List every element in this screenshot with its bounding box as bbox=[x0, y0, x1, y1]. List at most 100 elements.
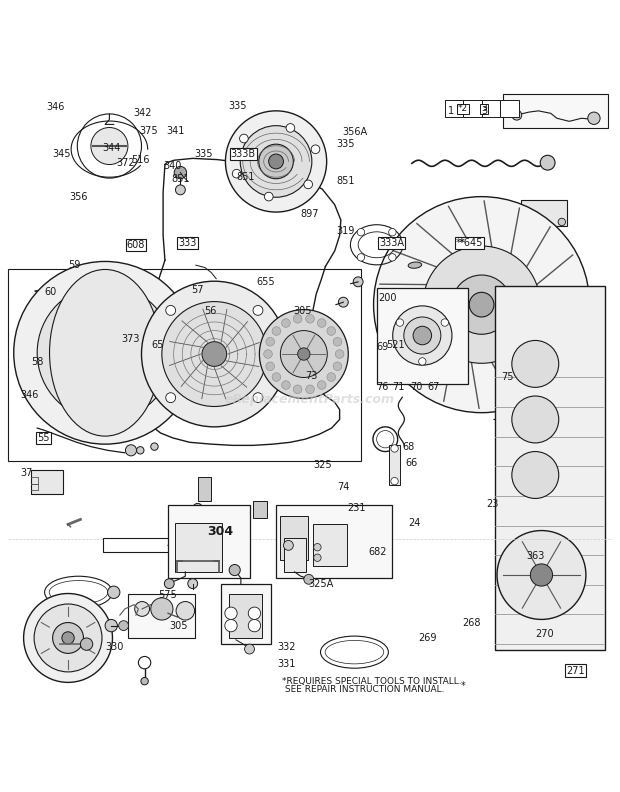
Text: 69: 69 bbox=[377, 341, 389, 352]
Bar bbox=[445, 100, 463, 117]
Circle shape bbox=[164, 579, 174, 588]
Circle shape bbox=[333, 337, 342, 346]
Circle shape bbox=[91, 128, 128, 165]
Text: 373: 373 bbox=[122, 333, 140, 344]
Bar bbox=[198, 478, 211, 501]
Circle shape bbox=[24, 593, 112, 683]
Text: 65: 65 bbox=[151, 340, 164, 350]
Text: * 645: * 645 bbox=[456, 238, 482, 248]
Text: 37: 37 bbox=[20, 468, 32, 478]
Text: 335: 335 bbox=[228, 101, 246, 111]
Text: 851: 851 bbox=[236, 172, 254, 182]
Circle shape bbox=[392, 306, 452, 365]
Text: 655: 655 bbox=[256, 277, 275, 287]
Circle shape bbox=[45, 352, 55, 363]
Circle shape bbox=[512, 451, 559, 498]
Text: 375: 375 bbox=[139, 126, 157, 135]
Text: 682: 682 bbox=[369, 546, 387, 557]
Circle shape bbox=[333, 362, 342, 371]
Circle shape bbox=[244, 644, 254, 654]
Circle shape bbox=[141, 281, 287, 427]
Circle shape bbox=[396, 319, 404, 326]
Circle shape bbox=[423, 246, 540, 364]
Circle shape bbox=[497, 531, 586, 619]
Text: 70: 70 bbox=[410, 383, 422, 392]
Circle shape bbox=[135, 602, 149, 616]
Text: 333: 333 bbox=[179, 238, 197, 248]
Circle shape bbox=[413, 326, 432, 345]
Circle shape bbox=[34, 604, 102, 672]
Circle shape bbox=[304, 180, 312, 188]
Bar bbox=[280, 516, 308, 560]
Text: 66: 66 bbox=[405, 458, 418, 467]
Text: 345: 345 bbox=[53, 149, 71, 159]
Text: 356: 356 bbox=[69, 192, 88, 202]
Text: 325: 325 bbox=[313, 460, 332, 470]
Text: 335: 335 bbox=[195, 149, 213, 159]
Text: 332: 332 bbox=[277, 642, 296, 652]
Circle shape bbox=[286, 124, 294, 132]
Circle shape bbox=[248, 607, 260, 619]
Circle shape bbox=[314, 543, 321, 551]
Text: 1: 1 bbox=[448, 106, 454, 116]
Text: 897: 897 bbox=[301, 209, 319, 219]
Text: 319: 319 bbox=[337, 226, 355, 235]
Text: *: * bbox=[458, 238, 464, 248]
Text: 200: 200 bbox=[378, 294, 396, 303]
Bar bbox=[500, 100, 518, 117]
Circle shape bbox=[293, 385, 302, 394]
Circle shape bbox=[162, 302, 267, 406]
Circle shape bbox=[62, 632, 74, 644]
Circle shape bbox=[265, 192, 273, 201]
Text: 71: 71 bbox=[392, 383, 404, 392]
Ellipse shape bbox=[408, 262, 422, 268]
Circle shape bbox=[441, 319, 448, 326]
Text: 575: 575 bbox=[159, 590, 177, 600]
Text: 346: 346 bbox=[20, 390, 39, 400]
Circle shape bbox=[14, 261, 197, 444]
Circle shape bbox=[151, 598, 173, 620]
Circle shape bbox=[353, 277, 363, 287]
Circle shape bbox=[259, 144, 293, 179]
Circle shape bbox=[268, 154, 283, 169]
Text: *REQUIRES SPECIAL TOOLS TO INSTALL.: *REQUIRES SPECIAL TOOLS TO INSTALL. bbox=[282, 676, 462, 686]
Circle shape bbox=[306, 385, 314, 394]
Text: 346: 346 bbox=[46, 102, 65, 112]
Circle shape bbox=[306, 314, 314, 323]
Circle shape bbox=[512, 110, 521, 120]
Circle shape bbox=[151, 443, 158, 451]
Text: 270: 270 bbox=[535, 629, 554, 638]
Circle shape bbox=[136, 447, 144, 454]
Text: 344: 344 bbox=[102, 143, 120, 153]
Circle shape bbox=[317, 318, 326, 327]
Circle shape bbox=[266, 362, 275, 371]
Circle shape bbox=[259, 310, 348, 398]
Text: *: * bbox=[461, 681, 466, 691]
Text: 231: 231 bbox=[347, 504, 366, 513]
Circle shape bbox=[452, 275, 511, 334]
Circle shape bbox=[293, 314, 302, 323]
Text: 57: 57 bbox=[192, 285, 204, 295]
Text: 271: 271 bbox=[566, 665, 585, 676]
Circle shape bbox=[141, 677, 148, 685]
Circle shape bbox=[175, 185, 185, 195]
Circle shape bbox=[314, 554, 321, 562]
Circle shape bbox=[48, 329, 53, 333]
Circle shape bbox=[166, 393, 175, 402]
Text: 521: 521 bbox=[386, 341, 404, 350]
Text: 851: 851 bbox=[337, 176, 355, 186]
Text: 305: 305 bbox=[169, 621, 188, 630]
Text: 60: 60 bbox=[45, 287, 57, 297]
Bar bbox=[482, 100, 500, 117]
Bar bbox=[284, 538, 306, 572]
Text: 341: 341 bbox=[166, 126, 185, 135]
Circle shape bbox=[253, 306, 263, 315]
Bar bbox=[7, 269, 361, 461]
Circle shape bbox=[298, 348, 310, 360]
Circle shape bbox=[327, 326, 335, 335]
Text: 56: 56 bbox=[204, 306, 216, 316]
Circle shape bbox=[239, 134, 248, 143]
Text: 268: 268 bbox=[463, 618, 481, 627]
Bar bbox=[495, 286, 605, 650]
Circle shape bbox=[281, 318, 290, 327]
